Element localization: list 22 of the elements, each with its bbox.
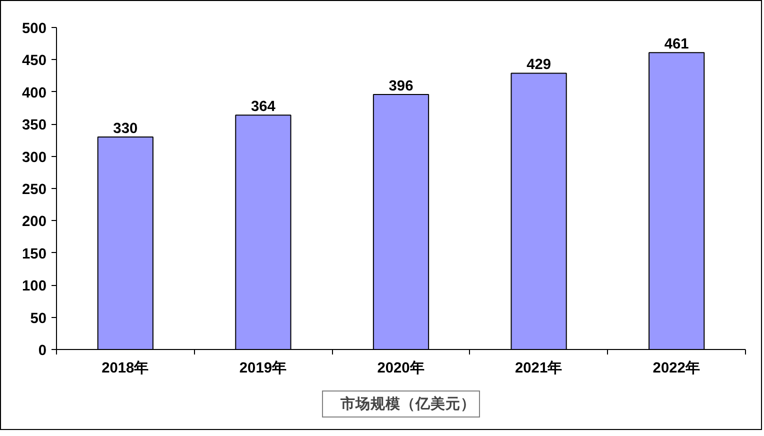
y-tick-label: 500	[22, 21, 47, 37]
text: 市场规模（亿美元）	[340, 394, 476, 414]
x-tick-label: 2019年	[239, 360, 288, 376]
y-tick-label: 150	[22, 246, 47, 262]
y-tick-label: 450	[22, 53, 47, 70]
y-tick-label: 300	[22, 150, 47, 166]
x-tick-label: 2020年	[377, 360, 425, 376]
x-tick-label: 2018年	[102, 360, 150, 376]
y-tick-label: 50	[30, 310, 47, 327]
x-tick-label: 2022年	[652, 360, 700, 376]
y-tick-label: 250	[22, 182, 47, 198]
data-label: 461	[664, 36, 689, 53]
y-tick-label: 0	[38, 343, 47, 359]
data-label: 330	[113, 120, 138, 137]
y-tick-label: 100	[22, 278, 47, 295]
data-label: 396	[388, 78, 414, 94]
y-tick-label: 200	[22, 214, 47, 230]
y-tick-label: 400	[22, 85, 47, 102]
data-label: 364	[250, 99, 276, 116]
x-tick-label: 2021年	[515, 360, 563, 376]
y-tick-label: 350	[22, 118, 47, 134]
data-label: 429	[526, 57, 552, 74]
